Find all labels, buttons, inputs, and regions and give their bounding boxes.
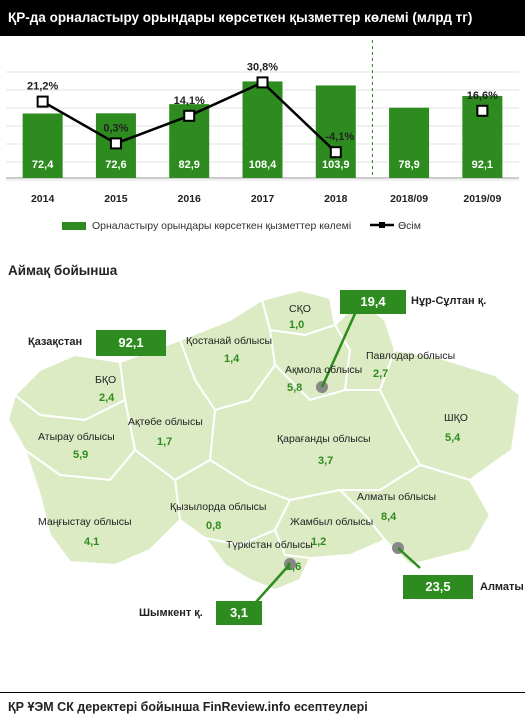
- region-label-sko: СҚО: [289, 303, 311, 315]
- growth-point: [109, 137, 122, 150]
- bar-value-label: 78,9: [398, 159, 419, 171]
- bar-value-label: 108,4: [249, 159, 277, 171]
- x-tick-label: 2015: [104, 193, 128, 205]
- bar-2017: [242, 81, 283, 178]
- region-label-vko: ШҚО: [444, 412, 468, 424]
- region-value-zhambyl: 1,2: [311, 536, 327, 548]
- bar-value-label: 92,1: [472, 159, 493, 171]
- almaty-leader-line: [397, 547, 421, 569]
- region-label-kostanay: Қостанай облысы: [186, 335, 273, 347]
- region-value-atyrau: 5,9: [73, 449, 89, 461]
- growth-point: [36, 95, 49, 108]
- region-section-title: Аймақ бойынша: [8, 263, 118, 278]
- region-value-aktobe: 1,7: [157, 436, 173, 448]
- chart-title: ҚР-да орналастыру орындары көрсеткен қыз…: [0, 0, 525, 36]
- region-value-bko: 2,4: [99, 392, 115, 404]
- growth-point: [256, 76, 269, 89]
- growth-value-label: 0,3%: [103, 122, 128, 134]
- chart-legend: Орналастыру орындары көрсеткен қызметтер…: [0, 218, 525, 236]
- region-label-atyrau: Атырау облысы: [38, 431, 115, 443]
- shymkent-leader-line: [255, 563, 291, 603]
- region-value-kyzylorda: 0,8: [206, 520, 222, 532]
- growth-value-label: 14,1%: [174, 95, 205, 107]
- region-label-aktobe: Ақтөбе облысы: [128, 416, 203, 428]
- chart-svg: 72,4 2014 72,6 2015 82,9 2016 108,4 2017 103,9 20…: [6, 40, 519, 205]
- region-value-mangystau: 4,1: [84, 536, 100, 548]
- growth-value-label: 16,6%: [467, 90, 498, 102]
- x-tick-label: 2016: [178, 193, 202, 205]
- bar-value-label: 72,4: [32, 159, 54, 171]
- region-value-sko: 1,0: [289, 319, 305, 331]
- region-value-turkistan: 1,6: [286, 561, 302, 573]
- x-tick-label: 2017: [251, 193, 275, 205]
- region-value-karaganda: 3,7: [318, 455, 334, 467]
- bar-2014: [22, 113, 63, 178]
- region-value-pavlodar: 2,7: [373, 368, 389, 380]
- x-tick-label: 2018: [324, 193, 348, 205]
- bar-value-label: 103,9: [322, 159, 350, 171]
- region-label-kyzylorda: Қызылорда облысы: [170, 501, 267, 513]
- growth-value-label: 21,2%: [27, 81, 58, 93]
- legend-bar-swatch: [62, 222, 86, 230]
- bar-2018: [315, 85, 356, 178]
- legend-line-label: Өсім: [398, 220, 421, 232]
- map-region-turkistan: [202, 528, 312, 592]
- growth-value-label: 30,8%: [247, 61, 278, 73]
- shymkent-label: Шымкент қ.: [139, 607, 203, 619]
- x-tick-label: 2014: [31, 193, 55, 205]
- region-label-mangystau: Маңғыстау облысы: [38, 516, 132, 528]
- x-tick-label: 2018/09: [390, 193, 428, 205]
- region-label-turkistan: Түркістан облысы: [226, 539, 313, 551]
- map-region-mangystau: [23, 447, 182, 567]
- shymkent-value-box: 3,1: [216, 601, 262, 625]
- region-label-pavlodar: Павлодар облысы: [366, 350, 456, 362]
- growth-point: [183, 109, 196, 122]
- region-value-kostanay: 1,4: [224, 353, 240, 365]
- growth-point: [476, 104, 489, 117]
- region-label-bko: БҚО: [95, 374, 117, 386]
- kazakhstan-map: [6, 288, 522, 603]
- nursultan-leader-line: [320, 306, 360, 388]
- bar-value-label: 82,9: [179, 159, 200, 171]
- legend-line-swatch: [370, 222, 394, 228]
- nursultan-label: Нұр-Сұлтан қ.: [411, 295, 487, 307]
- nursultan-value-box: 19,4: [340, 290, 406, 314]
- almaty-city-label: Алматы қ.: [480, 581, 525, 593]
- growth-value-label: -4,1%: [325, 131, 354, 143]
- region-label-akmola: Ақмола облысы: [285, 364, 363, 376]
- growth-point: [329, 146, 342, 159]
- bar-2018/09: [389, 107, 430, 178]
- combo-chart: 72,4 2014 72,6 2015 82,9 2016 108,4 2017 103,9 20…: [0, 36, 525, 246]
- region-label-zhambyl: Жамбыл облысы: [290, 516, 374, 528]
- region-value-akmola: 5,8: [287, 382, 303, 394]
- kazakhstan-label: Қазақстан: [28, 336, 83, 348]
- legend-bar-label: Орналастыру орындары көрсеткен қызметтер…: [92, 220, 352, 232]
- region-value-almaty: 8,4: [381, 511, 397, 523]
- region-label-karaganda: Қарағанды облысы: [277, 433, 371, 445]
- region-value-vko: 5,4: [445, 432, 461, 444]
- almaty-city-value-box: 23,5: [403, 575, 473, 599]
- kazakhstan-value-box: 92,1: [96, 330, 166, 356]
- region-label-almaty: Алматы облысы: [357, 491, 437, 503]
- source-footer: ҚР ҰЭМ СК деректері бойынша FinReview.in…: [0, 692, 525, 720]
- bar-value-label: 72,6: [105, 159, 126, 171]
- x-tick-label: 2019/09: [463, 193, 501, 205]
